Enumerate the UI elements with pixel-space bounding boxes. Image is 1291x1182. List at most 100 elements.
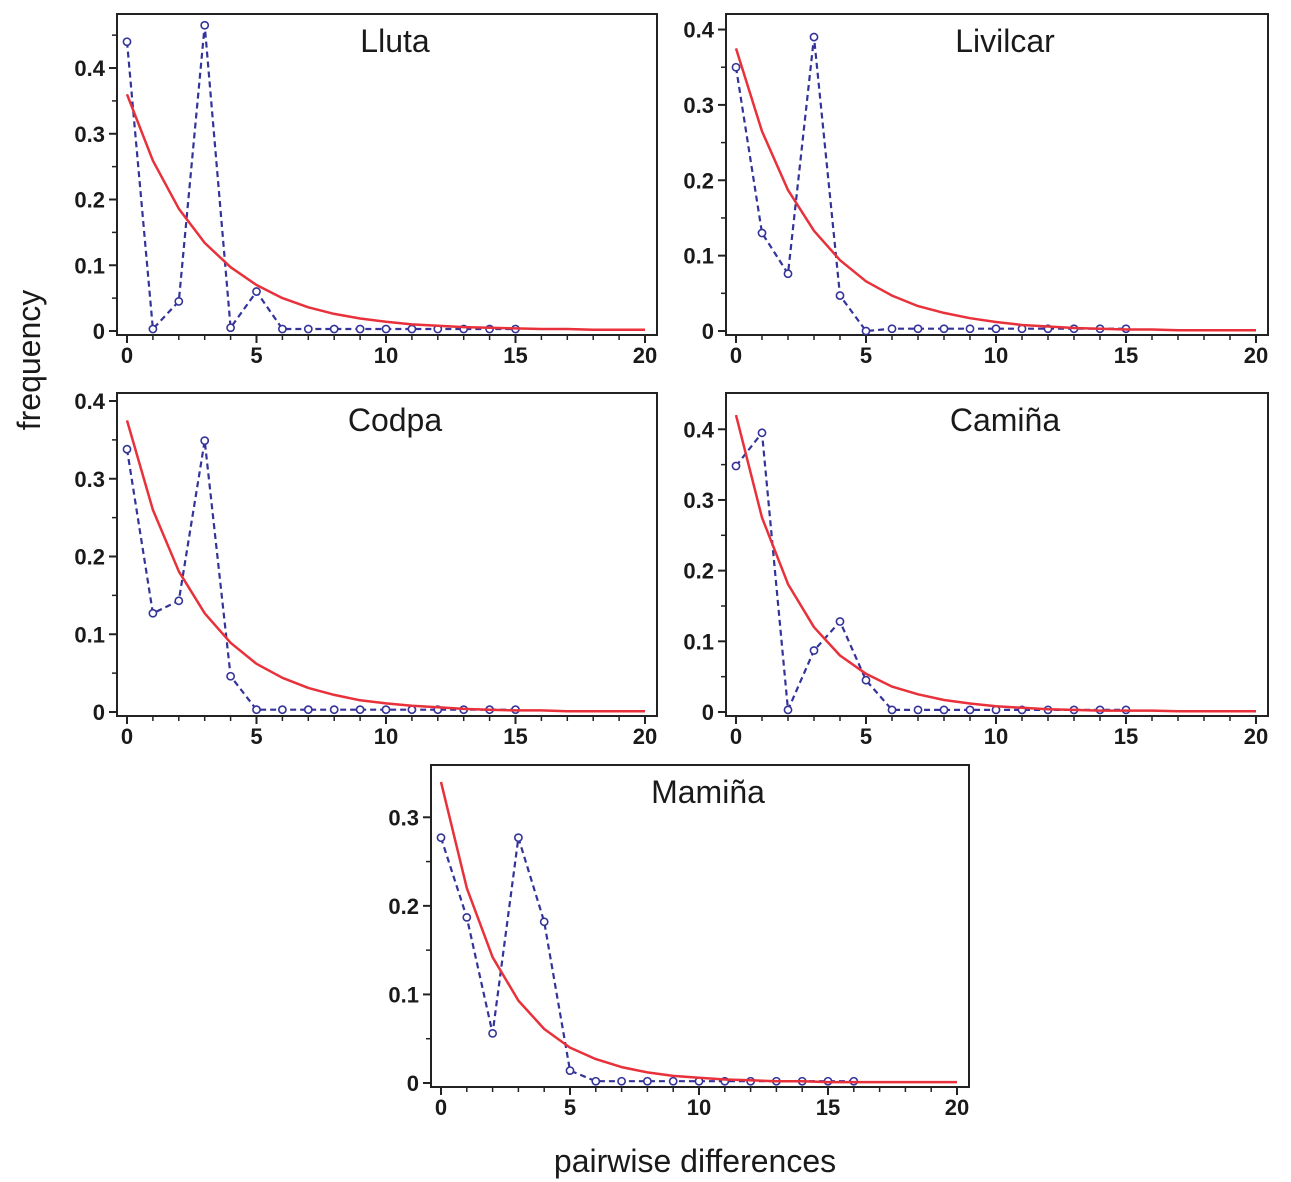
observed-point bbox=[148, 608, 158, 618]
observed-point bbox=[783, 705, 793, 715]
y-tick-label: 0.2 bbox=[683, 168, 714, 193]
observed-point bbox=[835, 291, 845, 300]
observed-point bbox=[381, 705, 391, 715]
observed-line bbox=[125, 440, 516, 711]
observed-line bbox=[734, 36, 1126, 333]
panel-title: Codpa bbox=[348, 402, 443, 438]
observed-point bbox=[887, 324, 897, 334]
y-tick-label: 0.4 bbox=[683, 18, 714, 43]
observed-point bbox=[991, 324, 1001, 334]
x-tick-label: 15 bbox=[1114, 724, 1138, 749]
observed-point bbox=[514, 833, 523, 843]
observed-point bbox=[329, 324, 339, 334]
plot-frame bbox=[725, 13, 1269, 336]
x-tick-label: 10 bbox=[687, 1095, 711, 1120]
plot-frame bbox=[725, 392, 1269, 717]
y-tick-label: 0.4 bbox=[683, 417, 714, 442]
panel-title: Lluta bbox=[360, 23, 430, 59]
observed-point bbox=[355, 705, 365, 715]
observed-line bbox=[439, 837, 854, 1083]
observed-point bbox=[913, 705, 923, 715]
y-axis-label: frequency bbox=[11, 290, 47, 431]
y-tick-label: 0.3 bbox=[74, 467, 105, 492]
observed-point bbox=[861, 326, 871, 336]
observed-point bbox=[643, 1076, 652, 1086]
observed-point bbox=[148, 324, 158, 334]
x-tick-label: 10 bbox=[984, 724, 1008, 749]
expected-curve bbox=[125, 420, 645, 713]
x-tick-label: 15 bbox=[503, 343, 527, 368]
observed-point bbox=[174, 596, 184, 606]
observed-point bbox=[462, 912, 472, 922]
plot-frame bbox=[430, 764, 970, 1088]
y-tick-label: 0 bbox=[93, 700, 105, 725]
observed-point bbox=[329, 705, 339, 715]
observed-point bbox=[252, 287, 261, 296]
observed-point bbox=[887, 705, 897, 715]
y-tick-label: 0.3 bbox=[683, 488, 714, 513]
y-tick-label: 0.2 bbox=[74, 188, 105, 213]
x-tick-label: 20 bbox=[945, 1095, 969, 1120]
observed-point bbox=[436, 833, 446, 843]
y-tick-label: 0 bbox=[702, 319, 714, 344]
x-tick-label: 5 bbox=[564, 1095, 576, 1120]
x-tick-label: 0 bbox=[730, 724, 742, 749]
observed-point bbox=[277, 324, 287, 334]
observed-line bbox=[735, 429, 1126, 715]
plot-frame bbox=[116, 13, 658, 336]
observed-point bbox=[757, 428, 767, 438]
panels-group: Lluta 0 0.1 0.2 0.3 0.4 0 5 10 15 20 Livilcar 0 0.1 0.… bbox=[74, 13, 1269, 1120]
x-tick-label: 10 bbox=[374, 724, 398, 749]
y-tick-label: 0.1 bbox=[683, 244, 714, 269]
observed-line bbox=[125, 25, 516, 332]
y-tick-label: 0.1 bbox=[74, 253, 105, 278]
y-tick-label: 0 bbox=[702, 700, 714, 725]
observed-point bbox=[591, 1076, 601, 1086]
observed-point bbox=[668, 1076, 678, 1086]
y-tick-label: 0.4 bbox=[74, 389, 105, 414]
observed-point bbox=[757, 228, 767, 238]
x-tick-label: 0 bbox=[730, 343, 742, 368]
observed-point bbox=[835, 617, 845, 626]
observed-point bbox=[617, 1076, 626, 1086]
observed-point bbox=[355, 324, 365, 334]
observed-point bbox=[861, 675, 871, 685]
x-tick-label: 5 bbox=[860, 724, 872, 749]
x-tick-label: 20 bbox=[633, 724, 657, 749]
x-tick-label: 15 bbox=[1114, 343, 1138, 368]
y-tick-label: 0.2 bbox=[388, 894, 419, 919]
y-tick-label: 0.2 bbox=[683, 559, 714, 584]
panel-title: Mamiña bbox=[651, 774, 765, 810]
y-tick-label: 0.3 bbox=[74, 122, 105, 147]
observed-point bbox=[731, 62, 741, 72]
x-tick-label: 5 bbox=[250, 343, 262, 368]
observed-point bbox=[200, 20, 210, 30]
observed-point bbox=[381, 324, 391, 334]
observed-point bbox=[939, 324, 949, 334]
x-tick-label: 20 bbox=[633, 343, 657, 368]
observed-point bbox=[565, 1066, 575, 1075]
x-tick-label: 5 bbox=[860, 343, 872, 368]
observed-point bbox=[303, 324, 313, 334]
panel-title: Livilcar bbox=[955, 23, 1055, 59]
observed-point bbox=[965, 324, 975, 334]
x-tick-label: 5 bbox=[250, 724, 262, 749]
observed-point bbox=[939, 705, 949, 715]
y-tick-label: 0.3 bbox=[388, 805, 419, 830]
observed-point bbox=[913, 324, 923, 334]
x-tick-label: 0 bbox=[121, 343, 133, 368]
y-tick-label: 0.4 bbox=[74, 56, 105, 81]
observed-point bbox=[407, 324, 417, 334]
observed-point bbox=[488, 1029, 497, 1038]
x-tick-label: 15 bbox=[503, 724, 527, 749]
chart-panel-3: Camiña 0 0.1 0.2 0.3 0.4 0 5 10 15 20 bbox=[683, 392, 1269, 749]
y-tick-label: 0 bbox=[407, 1071, 419, 1096]
x-tick-label: 0 bbox=[435, 1095, 447, 1120]
observed-point bbox=[539, 917, 549, 927]
expected-curve bbox=[439, 781, 957, 1084]
x-tick-label: 15 bbox=[816, 1095, 840, 1120]
observed-point bbox=[303, 705, 313, 715]
y-tick-label: 0.2 bbox=[74, 545, 105, 570]
observed-point bbox=[731, 461, 741, 471]
observed-point bbox=[122, 444, 132, 454]
